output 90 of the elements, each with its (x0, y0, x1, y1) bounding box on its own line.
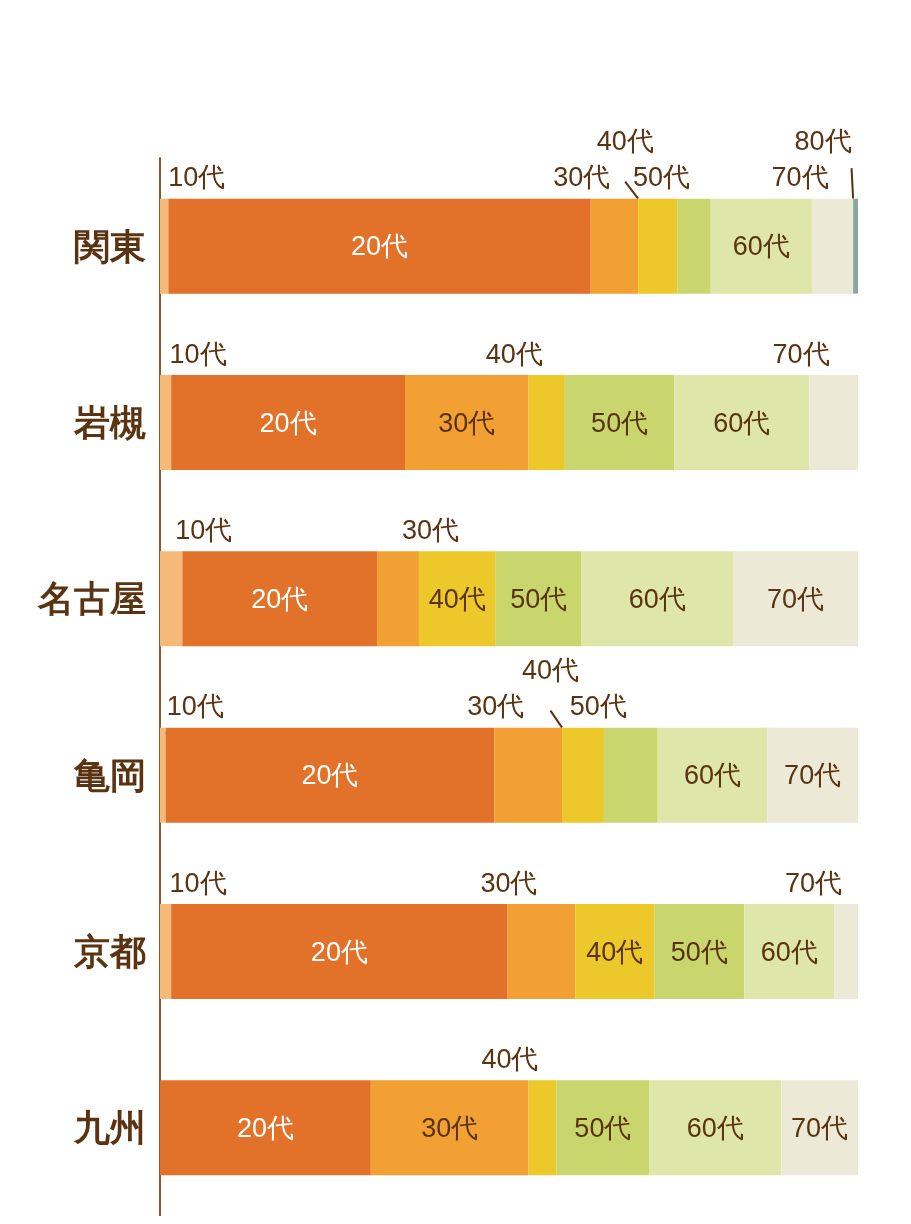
bar (160, 904, 172, 999)
bar (182, 551, 378, 647)
bar (654, 904, 745, 999)
y-tick-label: 名古屋 (37, 578, 146, 620)
text: 50代 (670, 936, 728, 967)
bar (418, 551, 496, 647)
bar (581, 551, 734, 647)
text: 10代 (169, 338, 227, 369)
text: 70代 (772, 338, 830, 369)
text: 40代 (586, 936, 644, 967)
y-tick-label: 亀岡 (73, 754, 146, 796)
bar (744, 904, 835, 999)
bar (575, 904, 655, 999)
bar (160, 375, 172, 470)
series-label: 10代 (168, 162, 226, 193)
bar (160, 1080, 371, 1176)
text: 70代 (785, 867, 843, 898)
bar (507, 904, 576, 999)
bar (494, 727, 563, 823)
bar (556, 1080, 650, 1176)
text: 20代 (310, 936, 368, 967)
text: 30代 (402, 514, 460, 545)
bar (710, 198, 812, 294)
text: 10代 (166, 691, 224, 722)
bar (171, 904, 508, 999)
bar (853, 198, 858, 294)
bar (160, 198, 169, 294)
text: 50代 (569, 691, 627, 722)
text: 60代 (686, 1112, 744, 1143)
series-label: 40代 (485, 338, 543, 369)
text: 20代 (251, 583, 309, 614)
text: 50代 (510, 583, 568, 614)
bar (674, 375, 810, 470)
text: 50代 (574, 1112, 632, 1143)
y-tick-label: 京都 (73, 931, 146, 972)
bar (590, 198, 639, 294)
bar (165, 727, 495, 823)
text: 10代 (169, 867, 227, 898)
y-tick-label: 九州 (73, 1107, 146, 1149)
series-label: 20代 (351, 231, 409, 262)
text: 20代 (236, 1112, 294, 1143)
text: 40代 (596, 126, 654, 157)
text: 70代 (767, 583, 825, 614)
text: 10代 (175, 514, 233, 545)
text: 70代 (784, 760, 842, 791)
bar (767, 727, 858, 823)
series-label: 70代 (771, 162, 829, 193)
text: 70代 (791, 1112, 849, 1143)
y-tick-label: 岩槻 (73, 402, 146, 443)
bar (528, 1080, 557, 1176)
bar (168, 198, 591, 294)
text: 30代 (467, 691, 525, 722)
bar (733, 551, 858, 647)
bar (377, 551, 419, 647)
bar (834, 904, 858, 999)
bar (677, 198, 711, 294)
bar (528, 375, 565, 470)
bar (160, 727, 166, 823)
bar (649, 1080, 782, 1176)
series-label: 60代 (760, 936, 818, 967)
bar (811, 198, 854, 294)
text: 20代 (259, 407, 317, 438)
bar (781, 1080, 858, 1176)
text: 60代 (713, 407, 771, 438)
text: 50代 (591, 407, 649, 438)
bar (564, 375, 675, 470)
bar (638, 198, 678, 294)
y-tick-label: 関東 (74, 225, 146, 267)
bar (160, 551, 183, 647)
bar (603, 727, 658, 823)
text: 30代 (480, 867, 538, 898)
text: 30代 (438, 407, 496, 438)
bar (809, 375, 858, 470)
bar (171, 375, 405, 470)
series-label: 30代 (553, 162, 611, 193)
text: 60代 (683, 760, 741, 791)
text: 40代 (521, 655, 579, 686)
text: 30代 (421, 1112, 479, 1143)
series-label: 50代 (632, 162, 690, 193)
bar (370, 1080, 529, 1176)
text: 20代 (301, 760, 359, 791)
bar (405, 375, 529, 470)
bar (495, 551, 582, 647)
bar (562, 727, 604, 823)
text: 60代 (628, 583, 686, 614)
text: 60代 (732, 231, 790, 262)
series-label: 80代 (794, 126, 852, 157)
bar (657, 727, 768, 823)
text: 40代 (428, 583, 486, 614)
text: 40代 (481, 1043, 539, 1074)
